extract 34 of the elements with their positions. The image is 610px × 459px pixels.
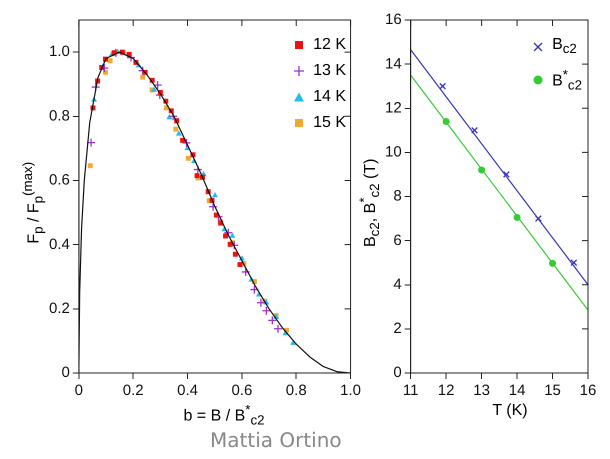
x-tick-label: 14 [508,382,526,400]
y-tick-label: 12 [384,99,402,116]
y-tick-label: 0.2 [48,300,70,317]
x-axis-title: T (K) [491,402,529,420]
x-tick-label: 0.2 [122,382,144,400]
x-tick-label: 15 [544,382,561,400]
y-tick-label: 6 [393,232,402,249]
x-tick-label: 0.8 [286,382,307,400]
legend-label: 14 K [313,87,346,107]
x-tick-label: 0 [74,382,84,400]
y-tick-label: 14 [384,55,402,72]
legend-label: B$_{c2}$ [552,35,577,58]
text: Mattia Ortino [210,428,342,452]
legend-label: 15 K [313,113,346,133]
x-tick-label: 12 [438,382,454,400]
y-tick-label: 0.6 [48,172,70,189]
y-tick-label: 0 [62,364,70,382]
y-tick-label: 4 [393,276,402,293]
y-tick-label: 2 [393,320,402,338]
legend-label: 13 K [313,61,346,81]
y-tick-label: 0.8 [48,107,70,124]
y-tick-label: 1.0 [48,43,70,60]
x-tick-label: 1.0 [340,382,362,400]
x-tick-label: 16 [580,382,596,400]
x-tick-label: 13 [473,382,490,400]
y-tick-label: 10 [384,144,402,161]
x-tick-label: 11 [402,382,418,400]
y-tick-label: 0.4 [48,236,70,253]
x-tick-label: 0.6 [231,382,252,400]
y-tick-label: 16 [384,11,402,28]
y-tick-label: 0 [393,364,402,382]
x-tick-label: 0.4 [177,382,198,400]
y-tick-label: 8 [393,188,402,205]
legend-label: 12 K [313,35,346,55]
